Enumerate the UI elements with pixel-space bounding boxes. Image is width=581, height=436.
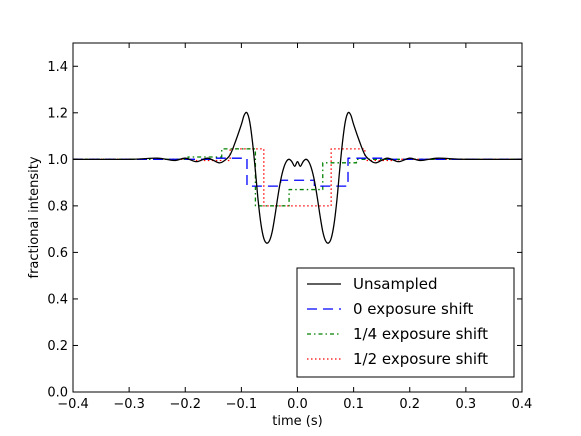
y-axis-label: fractional intensity (27, 156, 42, 278)
y-tick-label: 0.2 (47, 339, 68, 354)
legend-label-3: 1/2 exposure shift (353, 350, 488, 368)
series-line-1 (73, 157, 522, 187)
series-line-0 (73, 111, 522, 244)
y-tick-label: 0.4 (47, 292, 68, 307)
legend-label-2: 1/4 exposure shift (353, 325, 488, 343)
y-tick-label: 1.0 (47, 153, 68, 168)
series-line-3 (73, 148, 522, 207)
x-tick-label: 0.1 (343, 397, 364, 412)
legend-label-1: 0 exposure shift (353, 300, 474, 318)
x-tick-label: −0.4 (57, 397, 89, 412)
x-tick-label: 0.2 (399, 397, 420, 412)
x-tick-label: 0.4 (512, 397, 533, 412)
y-tick-label: 1.4 (47, 60, 68, 75)
x-tick-label: −0.3 (113, 397, 145, 412)
ticks-layer: −0.4 −0.3 −0.2 −0.1 0.0 0.1 0.2 0.3 0.4 0.0 0.2 0.4… (47, 43, 532, 412)
y-tick-label: 0.0 (47, 386, 68, 401)
x-tick-label: 0.3 (456, 397, 477, 412)
series-line-2 (73, 148, 522, 207)
x-axis-label: time (s) (272, 414, 322, 429)
series-layer (73, 111, 522, 244)
legend-label-0: Unsampled (353, 275, 438, 293)
y-tick-label: 0.8 (47, 199, 68, 214)
x-tick-label: −0.1 (226, 397, 258, 412)
y-tick-label: 1.2 (47, 106, 68, 121)
x-tick-label: −0.2 (169, 397, 201, 412)
legend-box (296, 267, 515, 378)
legend: Unsampled 0 exposure shift 1/4 exposure sh… (296, 267, 515, 378)
y-tick-label: 0.6 (47, 246, 68, 261)
x-tick-label: 0.0 (287, 397, 308, 412)
